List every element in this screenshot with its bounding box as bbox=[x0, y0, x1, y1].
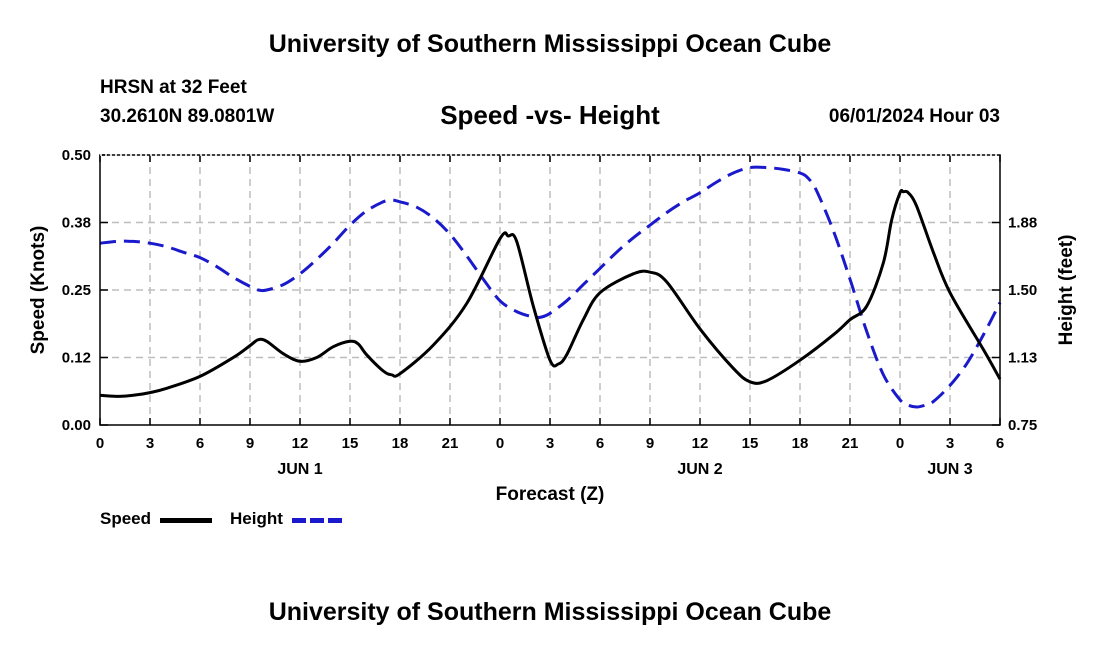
x-tick-label: 21 bbox=[842, 435, 859, 452]
y-right-tick-label: 1.50 bbox=[1008, 282, 1037, 299]
x-tick-label: 18 bbox=[392, 435, 409, 452]
x-axis-label: Forecast (Z) bbox=[496, 484, 605, 505]
legend-height-swatch bbox=[292, 518, 342, 523]
x-tick-label: 3 bbox=[946, 435, 954, 452]
y-left-tick-label: 0.50 bbox=[62, 147, 91, 164]
y-right-tick-label: 1.88 bbox=[1008, 215, 1037, 232]
day-label: JUN 1 bbox=[277, 461, 322, 478]
legend-speed-label: Speed bbox=[100, 509, 152, 528]
chart-subtitle: Speed -vs- Height bbox=[440, 100, 660, 130]
x-tick-label: 18 bbox=[792, 435, 809, 452]
series-layer bbox=[99, 165, 1002, 409]
y-left-tick-label: 0.12 bbox=[62, 350, 91, 367]
x-tick-label: 3 bbox=[146, 435, 154, 452]
x-tick-label: 6 bbox=[596, 435, 604, 452]
x-tick-label: 12 bbox=[692, 435, 709, 452]
y-axis-left-label: Speed (Knots) bbox=[28, 226, 49, 355]
station-label: HRSN at 32 Feet bbox=[100, 77, 247, 98]
day-label: JUN 3 bbox=[927, 461, 972, 478]
x-tick-label: 21 bbox=[442, 435, 459, 452]
x-tick-label: 6 bbox=[996, 435, 1004, 452]
x-tick-label: 0 bbox=[96, 435, 104, 452]
y-left-tick-label: 0.38 bbox=[62, 215, 91, 232]
legend-height-label: Height bbox=[230, 509, 283, 528]
x-tick-label: 0 bbox=[896, 435, 904, 452]
x-tick-label: 0 bbox=[496, 435, 504, 452]
x-tick-label: 12 bbox=[292, 435, 309, 452]
x-tick-label: 15 bbox=[342, 435, 359, 452]
y-right-tick-label: 1.13 bbox=[1008, 350, 1037, 367]
forecast-datetime: 06/01/2024 Hour 03 bbox=[828, 106, 1000, 127]
day-label: JUN 2 bbox=[677, 461, 722, 478]
grid-layer bbox=[100, 155, 1000, 425]
y-axis-right-label: Height (feet) bbox=[1056, 235, 1077, 346]
x-tick-label: 9 bbox=[646, 435, 654, 452]
axis-layer: 0 3 6 9 12 15 18 21 0 3 6 9 12 15 18 21 0 3 6 0.00 0.12 0.25 0… bbox=[62, 147, 1037, 478]
series-line-speed bbox=[99, 188, 1002, 398]
x-tick-label: 3 bbox=[546, 435, 554, 452]
legend-speed-swatch bbox=[160, 518, 212, 523]
x-tick-label: 6 bbox=[196, 435, 204, 452]
main-title: University of Southern Mississippi Ocean… bbox=[268, 30, 832, 58]
y-right-tick-label: 0.75 bbox=[1008, 417, 1037, 434]
x-tick-label: 15 bbox=[742, 435, 759, 452]
series-line-height bbox=[99, 165, 1002, 409]
y-left-tick-label: 0.00 bbox=[62, 417, 91, 434]
x-tick-label: 9 bbox=[246, 435, 254, 452]
footer-title: University of Southern Mississippi Ocean… bbox=[268, 598, 832, 626]
coordinates-label: 30.2610N 89.0801W bbox=[100, 106, 275, 127]
y-left-tick-label: 0.25 bbox=[62, 282, 91, 299]
